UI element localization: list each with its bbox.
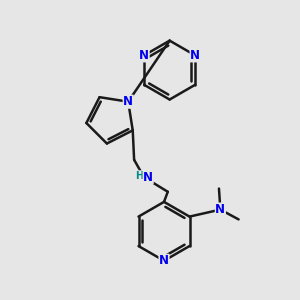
- Text: N: N: [215, 203, 225, 216]
- Text: N: N: [139, 49, 149, 62]
- Text: N: N: [159, 254, 169, 267]
- Text: N: N: [123, 95, 133, 108]
- Text: H: H: [135, 171, 143, 181]
- Text: N: N: [190, 49, 200, 62]
- Text: N: N: [143, 171, 153, 184]
